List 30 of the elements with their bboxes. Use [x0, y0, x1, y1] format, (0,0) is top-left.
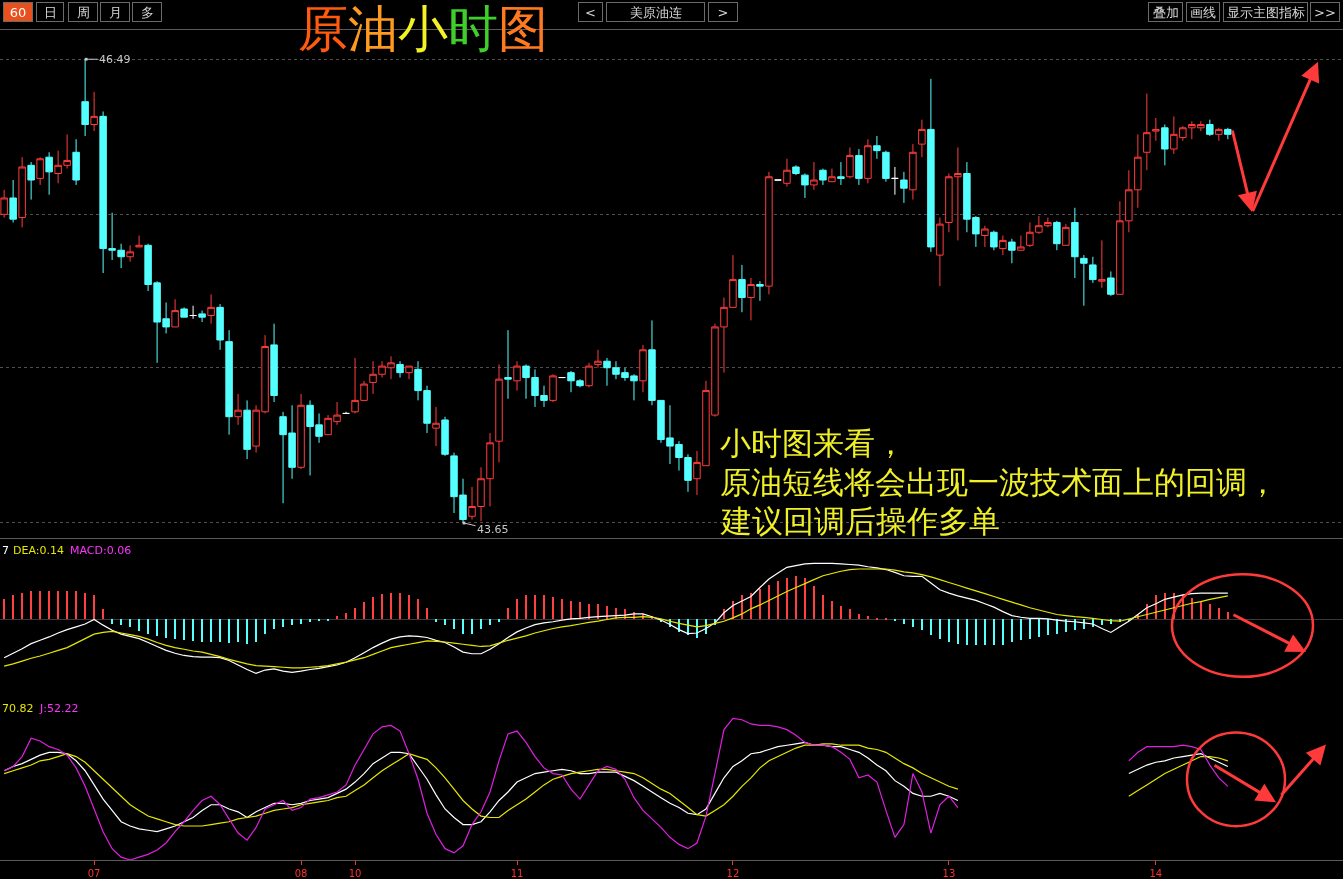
text: DEA:0.14 — [13, 544, 64, 557]
x-tick-label: 11 — [510, 868, 524, 879]
text: 60 — [9, 4, 27, 20]
text: 月 — [108, 4, 122, 20]
annotation: 43.65 — [477, 523, 509, 536]
annotation: 46.49 — [99, 53, 131, 66]
chart-title: 原油小时图 — [298, 0, 548, 58]
x-tick-label: 13 — [942, 868, 956, 879]
x-tick-label: 07 — [87, 868, 101, 879]
text: 7 — [2, 544, 9, 557]
text: J:52.22 — [39, 702, 79, 715]
text: 周 — [76, 4, 90, 20]
annotation: 小时图来看， — [720, 425, 906, 461]
x-tick-label: 08 — [294, 868, 308, 879]
text: 美原油连 — [629, 4, 682, 20]
text: >> — [1314, 4, 1336, 20]
text: 叠加 — [1152, 4, 1179, 20]
text: < — [585, 4, 596, 20]
x-tick-label: 14 — [1149, 868, 1163, 879]
text: > — [717, 4, 729, 20]
text: 显示主图指标 — [1226, 4, 1305, 20]
text: 多 — [140, 4, 154, 20]
text: MACD:0.06 — [70, 544, 132, 557]
text: 日 — [43, 4, 57, 20]
x-tick-label: 10 — [348, 868, 362, 879]
x-tick-label: 12 — [726, 868, 740, 879]
annotation: 建议回调后操作多单 — [720, 503, 1000, 539]
text: 70.82 — [2, 702, 34, 715]
text: 画线 — [1190, 4, 1216, 20]
annotation: 原油短线将会出现一波技术面上的回调， — [720, 464, 1278, 500]
